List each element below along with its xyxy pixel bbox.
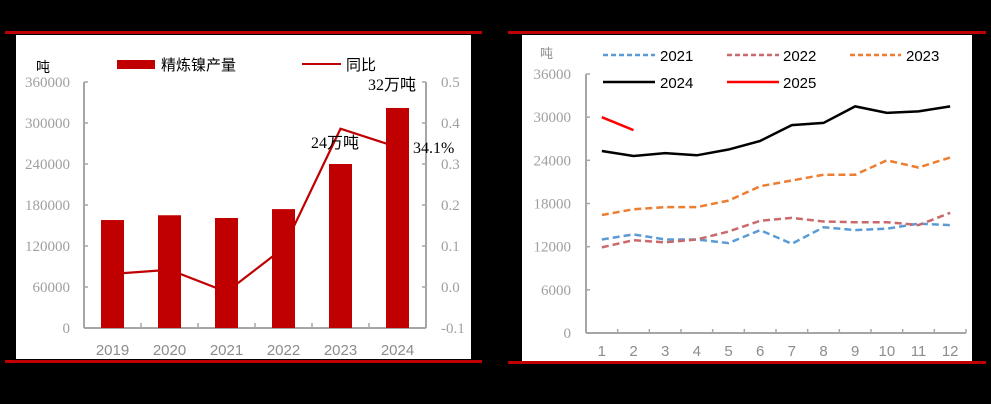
right-x-tick: 9 bbox=[851, 343, 859, 360]
right-bottom-rule bbox=[508, 361, 986, 364]
right-x-tick: 4 bbox=[693, 343, 701, 360]
series-line-2025 bbox=[601, 116, 634, 132]
left-y2-tick: 0.0 bbox=[441, 280, 460, 296]
annotation-2023: 24万吨 bbox=[311, 134, 359, 152]
left-y-tick: 0 bbox=[63, 321, 71, 337]
left-x-axis-labels: 2019 2020 2021 2022 2023 2024 bbox=[96, 342, 414, 359]
left-y-tick: 240000 bbox=[25, 157, 70, 173]
right-y-tick: 6000 bbox=[541, 283, 571, 299]
right-x-tick: 8 bbox=[819, 343, 827, 360]
left-y2-axis-labels: 0.5 0.4 0.3 0.2 0.1 0.0 -0.1 bbox=[441, 75, 465, 337]
right-y-axis-labels: 36000 30000 24000 18000 12000 6000 0 bbox=[534, 67, 572, 342]
left-y2-tick: 0.1 bbox=[441, 239, 460, 255]
output-bars bbox=[101, 107, 409, 328]
right-chart-panel bbox=[522, 35, 972, 361]
right-y-tick: 18000 bbox=[534, 197, 572, 213]
right-x-tick: 3 bbox=[661, 343, 669, 360]
legend-line-label: 同比 bbox=[346, 56, 376, 74]
annotation-2024: 32万吨 bbox=[368, 76, 416, 94]
legend-label-2024: 2024 bbox=[660, 75, 693, 92]
left-x-tick: 2020 bbox=[153, 342, 186, 359]
series-line-2023 bbox=[601, 156, 951, 217]
legend-bar-label: 精炼镍产量 bbox=[161, 56, 236, 74]
left-y-axis-labels: 360000 300000 240000 180000 120000 60000 0 bbox=[25, 75, 70, 337]
left-x-tick: 2019 bbox=[96, 342, 129, 359]
right-x-tick: 2 bbox=[629, 343, 637, 360]
left-y-tick: 180000 bbox=[25, 198, 70, 214]
right-top-rule bbox=[508, 31, 986, 34]
left-x-tick: 2024 bbox=[381, 342, 414, 359]
series-line-2024 bbox=[601, 105, 951, 158]
left-x-tick: 2023 bbox=[324, 342, 357, 359]
left-y-tick: 360000 bbox=[25, 75, 70, 91]
left-y2-tick: 0.3 bbox=[441, 157, 460, 173]
right-axes bbox=[585, 73, 967, 334]
legend-bar-swatch bbox=[117, 60, 155, 69]
left-x-tick: 2021 bbox=[210, 342, 243, 359]
left-y2-tick: -0.1 bbox=[441, 321, 465, 337]
left-y-tick: 120000 bbox=[25, 239, 70, 255]
right-x-tick: 7 bbox=[788, 343, 796, 360]
refined-nickel-output-chart: 吨 精炼镍产量 同比 360000 300000 240000 180000 12000… bbox=[25, 56, 465, 359]
right-legend: 2021 2022 2023 2024 2025 bbox=[603, 48, 939, 92]
left-top-rule bbox=[5, 31, 482, 34]
left-y-tick: 300000 bbox=[25, 116, 70, 132]
right-x-tick: 10 bbox=[878, 343, 895, 360]
series-line-2022 bbox=[601, 211, 951, 249]
bar-2020 bbox=[158, 215, 181, 328]
right-y-tick: 36000 bbox=[534, 67, 572, 83]
series-line-2021 bbox=[601, 222, 951, 246]
right-y-tick: 24000 bbox=[534, 153, 572, 169]
bar-2024 bbox=[386, 107, 409, 328]
right-x-tick: 6 bbox=[756, 343, 764, 360]
bar-2023 bbox=[329, 164, 352, 328]
legend-label-2025: 2025 bbox=[783, 75, 816, 92]
left-y2-tick: 0.2 bbox=[441, 198, 460, 214]
right-x-tick: 1 bbox=[598, 343, 606, 360]
yoy-line bbox=[112, 127, 398, 294]
right-x-tick: 11 bbox=[911, 343, 927, 360]
left-y-tick: 60000 bbox=[33, 280, 71, 296]
legend-label-2022: 2022 bbox=[783, 48, 816, 65]
left-bottom-rule bbox=[5, 360, 482, 363]
legend-label-2023: 2023 bbox=[906, 48, 939, 65]
right-x-axis-labels: 1 2 3 4 5 6 7 8 9 10 11 12 bbox=[598, 343, 959, 360]
right-x-tick: 12 bbox=[942, 343, 959, 360]
right-y-tick: 30000 bbox=[534, 110, 572, 126]
legend-label-2021: 2021 bbox=[660, 48, 693, 65]
annotation-yoy-2024: 34.1% bbox=[413, 140, 454, 157]
left-y2-tick: 0.4 bbox=[441, 116, 460, 132]
monthly-series-lines bbox=[601, 105, 951, 249]
right-x-tick: 5 bbox=[724, 343, 732, 360]
bar-2022 bbox=[272, 209, 295, 328]
left-x-tick: 2022 bbox=[267, 342, 300, 359]
left-axes bbox=[83, 81, 427, 329]
right-y-unit: 吨 bbox=[540, 47, 553, 62]
left-y-unit: 吨 bbox=[36, 60, 50, 76]
bar-2021 bbox=[215, 217, 238, 328]
right-y-tick: 0 bbox=[564, 326, 572, 342]
right-y-tick: 12000 bbox=[534, 240, 572, 256]
bar-2019 bbox=[101, 220, 124, 328]
left-y2-tick: 0.5 bbox=[441, 75, 460, 91]
